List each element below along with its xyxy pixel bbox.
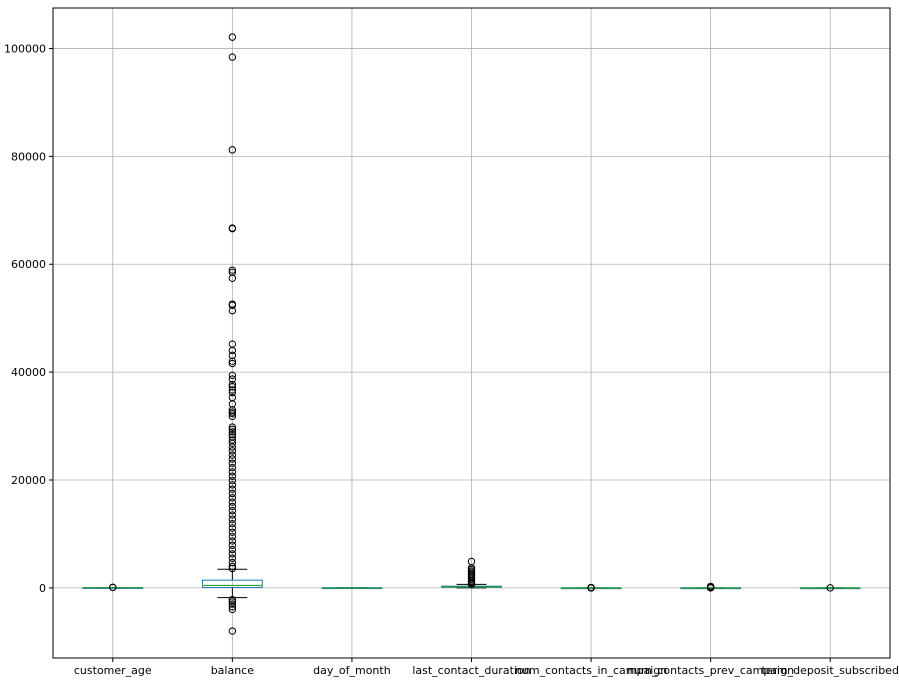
outlier-point (228, 412, 237, 421)
iqr-box (201, 579, 263, 588)
outlier-point (228, 515, 237, 524)
outlier-point (228, 554, 237, 562)
outlier-point (228, 447, 237, 455)
outlier-point (228, 371, 237, 380)
outlier-point (228, 605, 237, 614)
y-tick-label: 0 (39, 582, 46, 595)
outlier-point (228, 511, 237, 519)
outlier-point (228, 485, 237, 493)
outlier-point (228, 562, 237, 570)
outlier-point (228, 380, 237, 389)
outlier-point (228, 428, 237, 436)
y-tick-label: 40000 (11, 366, 46, 379)
outlier-point (228, 537, 237, 545)
outlier-point (228, 436, 237, 444)
x-tick-label: day_of_month (313, 664, 391, 677)
outlier-point (228, 468, 237, 476)
outlier-point (228, 528, 237, 537)
outlier-point (228, 498, 237, 506)
outlier-point (228, 489, 237, 498)
x-tick-label: balance (211, 664, 255, 677)
outlier-point (706, 582, 715, 591)
y-tick-label: 60000 (11, 258, 46, 271)
plot-frame (52, 7, 891, 659)
outlier-point (228, 507, 237, 515)
outlier-point (228, 301, 237, 309)
outlier-point (228, 306, 237, 315)
outlier-point (228, 266, 237, 274)
outlier-point (228, 423, 237, 431)
outlier-point (228, 439, 237, 448)
outlier-point (228, 463, 237, 472)
y-tick-label: 100000 (4, 42, 46, 55)
y-tick-label: 20000 (11, 474, 46, 487)
outlier-point (826, 584, 834, 592)
outlier-point (228, 627, 237, 635)
outlier-point (228, 476, 237, 485)
outlier-point (228, 603, 237, 611)
outlier-point (228, 359, 237, 368)
outlier-point (228, 550, 237, 558)
outlier-point (587, 583, 595, 592)
outlier-point (228, 274, 237, 282)
outlier-point (228, 409, 237, 418)
x-tick-label: num_contacts_in_campaign (515, 664, 667, 677)
outlier-point (228, 430, 237, 439)
outlier-point (228, 53, 237, 61)
outlier-point (228, 388, 237, 397)
outlier-point (228, 346, 237, 355)
outlier-point (228, 494, 237, 502)
outlier-point (228, 532, 237, 541)
x-tick-label: num_contacts_prev_campaign (627, 664, 794, 677)
outlier-point (228, 598, 237, 606)
outlier-point (228, 425, 237, 433)
outlier-point (228, 443, 237, 451)
outlier-point (228, 519, 237, 528)
outlier-point (228, 146, 237, 154)
outlier-point (228, 502, 237, 511)
outlier-point (228, 33, 237, 41)
outlier-point (228, 600, 237, 608)
outlier-point (228, 386, 237, 394)
outlier-point (228, 472, 237, 480)
outlier-point (228, 455, 237, 463)
outlier-point (228, 541, 237, 549)
outlier-point (109, 583, 117, 592)
outlier-point (228, 224, 237, 233)
outlier-point (228, 459, 237, 467)
outlier-point (228, 545, 237, 554)
x-tick-label: customer_age (74, 664, 152, 677)
x-tick-label: term_deposit_subscribed (761, 664, 898, 677)
y-tick-label: 80000 (11, 150, 46, 163)
outlier-point (228, 375, 237, 383)
outlier-point (228, 357, 237, 366)
outlier-point (228, 524, 237, 532)
outlier-point (467, 580, 476, 588)
outlier-point (228, 451, 237, 459)
outlier-point (228, 596, 237, 604)
outlier-point (228, 481, 237, 489)
x-tick-label: last_contact_duration (412, 664, 530, 677)
outlier-point (228, 564, 237, 573)
